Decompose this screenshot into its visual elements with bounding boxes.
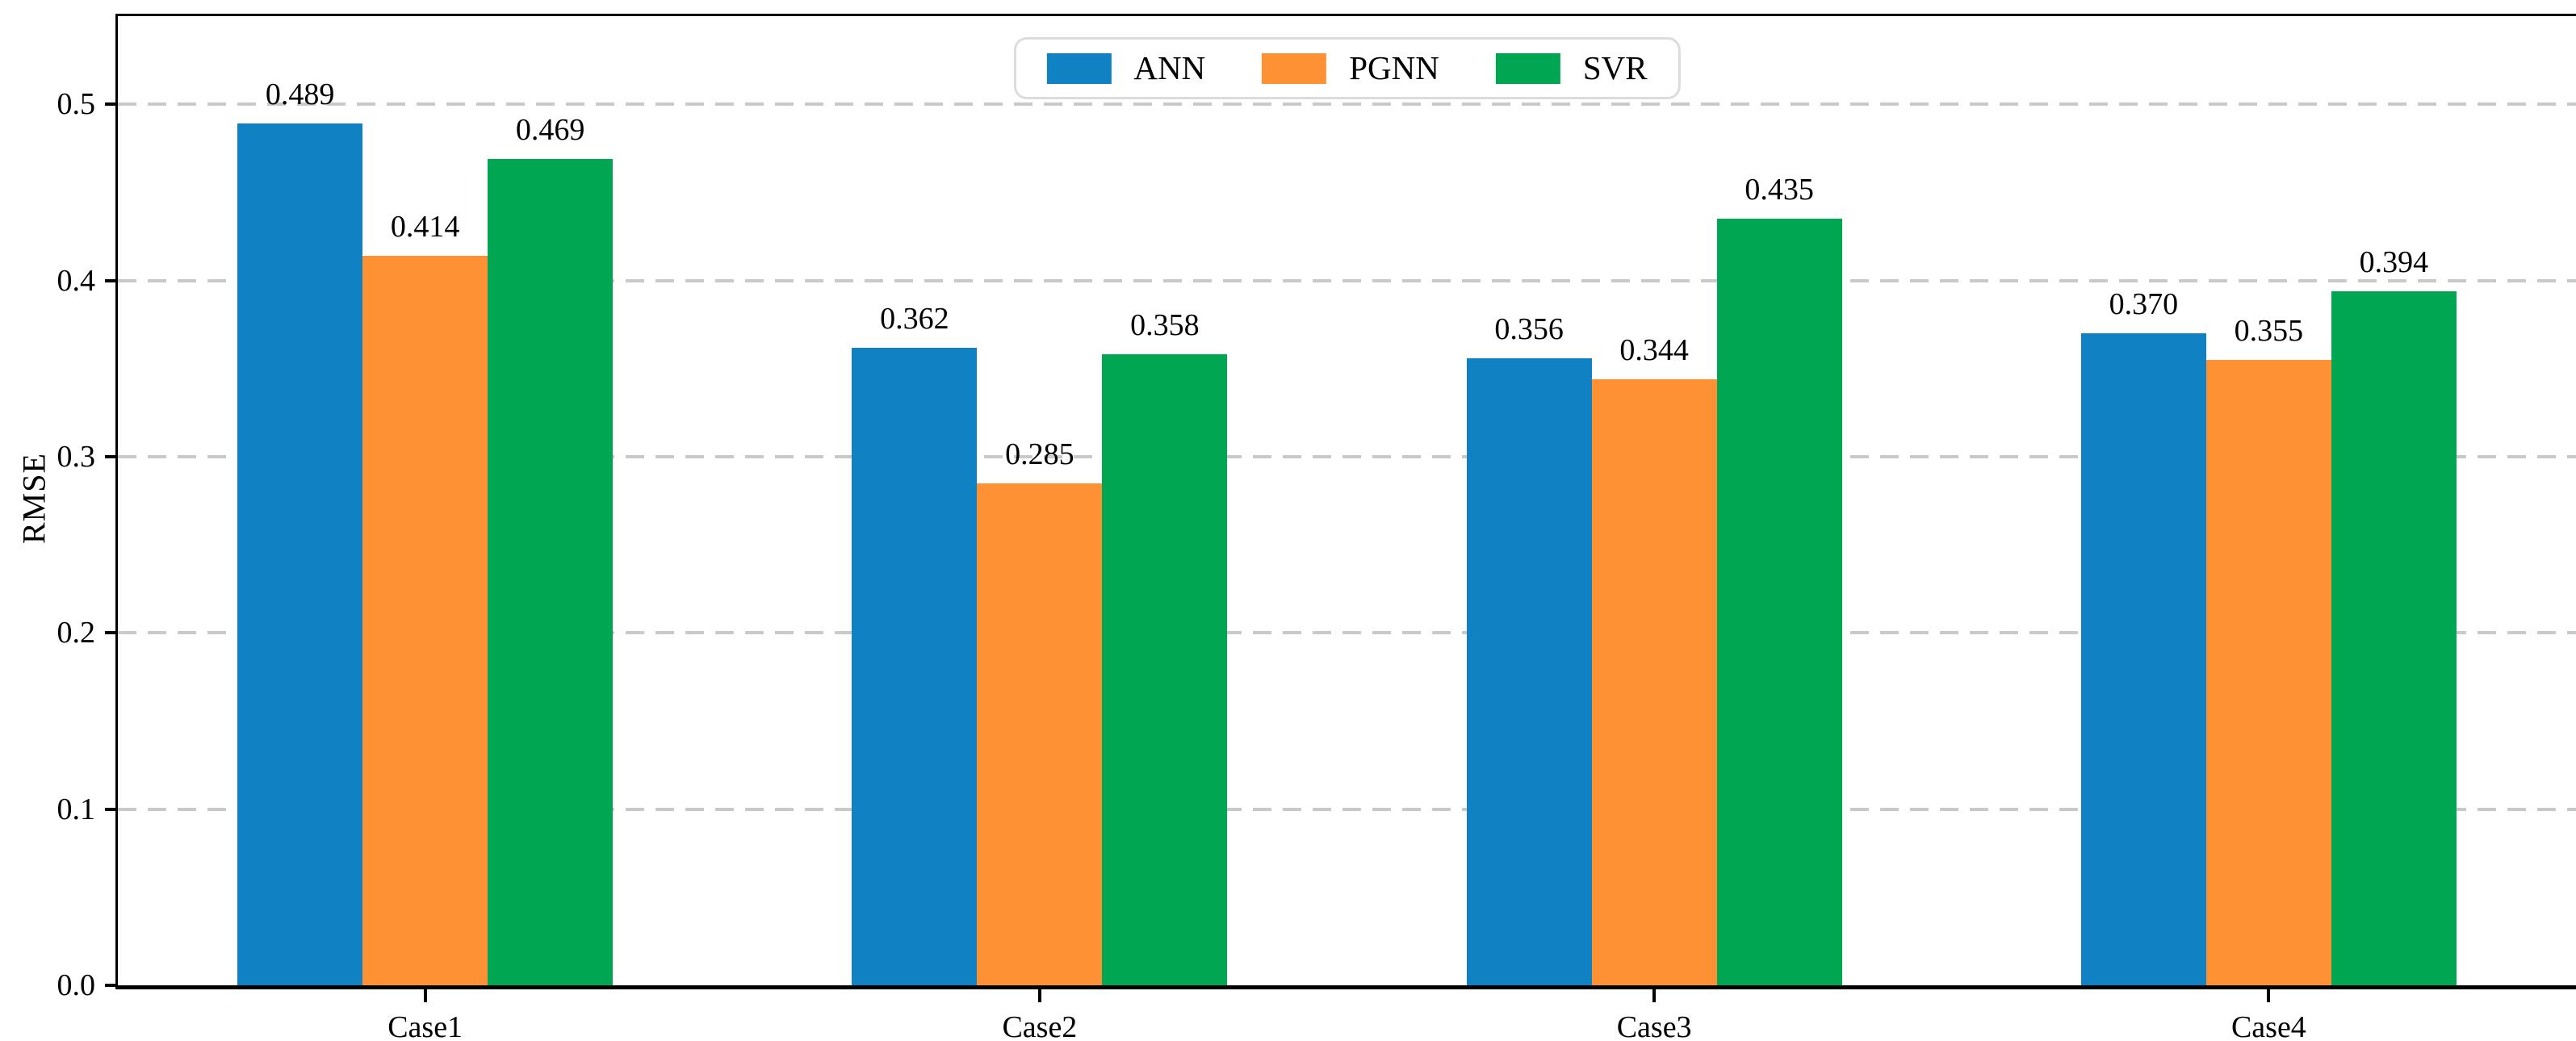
bar-pgnn-case3 <box>1591 378 1717 985</box>
legend-swatch-pgnn <box>1262 52 1327 84</box>
bar-value-label: 0.356 <box>1494 311 1564 346</box>
bar-value-label: 0.370 <box>2109 287 2179 322</box>
y-tick-label: 0.0 <box>57 968 96 1002</box>
bar-svr-case3 <box>1716 219 1842 985</box>
x-tick-label: Case2 <box>1002 1010 1078 1041</box>
legend-label: PGNN <box>1349 49 1439 86</box>
bar-value-label: 0.355 <box>2234 314 2304 349</box>
legend-item-ann: ANN <box>1046 49 1206 86</box>
gridline <box>118 102 2576 107</box>
y-tick-mark <box>105 984 118 987</box>
legend: ANN PGNN SVR <box>1013 37 1681 100</box>
bar-ann-case1 <box>237 123 363 985</box>
bar-value-label: 0.362 <box>880 301 949 336</box>
bar-value-label: 0.414 <box>390 210 460 245</box>
y-tick-mark <box>105 454 118 458</box>
bar-value-label: 0.394 <box>2359 245 2429 279</box>
y-tick-mark <box>105 102 118 107</box>
x-tick-label: Case4 <box>2230 1010 2306 1041</box>
legend-item-svr: SVR <box>1495 49 1648 86</box>
bar-pgnn-case2 <box>977 483 1103 985</box>
y-tick-label: 0.5 <box>57 87 96 122</box>
bar-value-label: 0.489 <box>265 77 335 112</box>
y-axis-label: RMSE <box>15 453 52 544</box>
bar-value-label: 0.285 <box>1005 437 1074 471</box>
legend-item-pgnn: PGNN <box>1262 49 1439 86</box>
bar-value-label: 0.435 <box>1745 173 1814 207</box>
x-tick-mark <box>423 989 427 1002</box>
plot-area: 0.489 0.362 0.356 0.370 0.414 0.285 0.344 0.355… <box>57 14 2576 1041</box>
gridline <box>118 454 2576 458</box>
bar-value-label: 0.358 <box>1130 308 1200 343</box>
legend-swatch-svr <box>1495 52 1560 84</box>
bar-svr-case2 <box>1102 354 1228 985</box>
bar-pgnn-case1 <box>362 255 488 985</box>
bar-pgnn-case4 <box>2205 359 2331 985</box>
y-tick-mark <box>105 278 118 282</box>
y-tick-label: 0.3 <box>57 439 96 474</box>
bar-ann-case3 <box>1466 357 1592 985</box>
x-tick-mark <box>2267 989 2271 1002</box>
y-tick-mark <box>105 631 118 635</box>
bar-value-label: 0.469 <box>515 113 585 148</box>
gridline <box>118 631 2576 635</box>
legend-label: SVR <box>1582 49 1648 86</box>
bar-value-label: 0.344 <box>1619 333 1689 368</box>
x-tick-mark <box>1652 989 1657 1002</box>
y-tick-label: 0.4 <box>57 263 96 298</box>
x-tick-mark <box>1037 989 1041 1002</box>
bar-svr-case4 <box>2331 291 2457 985</box>
y-tick-mark <box>105 807 118 811</box>
x-tick-label: Case1 <box>387 1010 463 1041</box>
y-tick-label: 0.1 <box>57 792 96 826</box>
gridline <box>118 278 2576 282</box>
legend-label: ANN <box>1133 49 1206 86</box>
y-tick-label: 0.2 <box>57 616 96 650</box>
gridline <box>118 807 2576 811</box>
bar-ann-case2 <box>852 347 978 985</box>
legend-swatch-ann <box>1046 52 1112 84</box>
x-tick-label: Case3 <box>1616 1010 1692 1041</box>
bar-ann-case4 <box>2080 333 2206 985</box>
bar-svr-case1 <box>488 158 614 985</box>
